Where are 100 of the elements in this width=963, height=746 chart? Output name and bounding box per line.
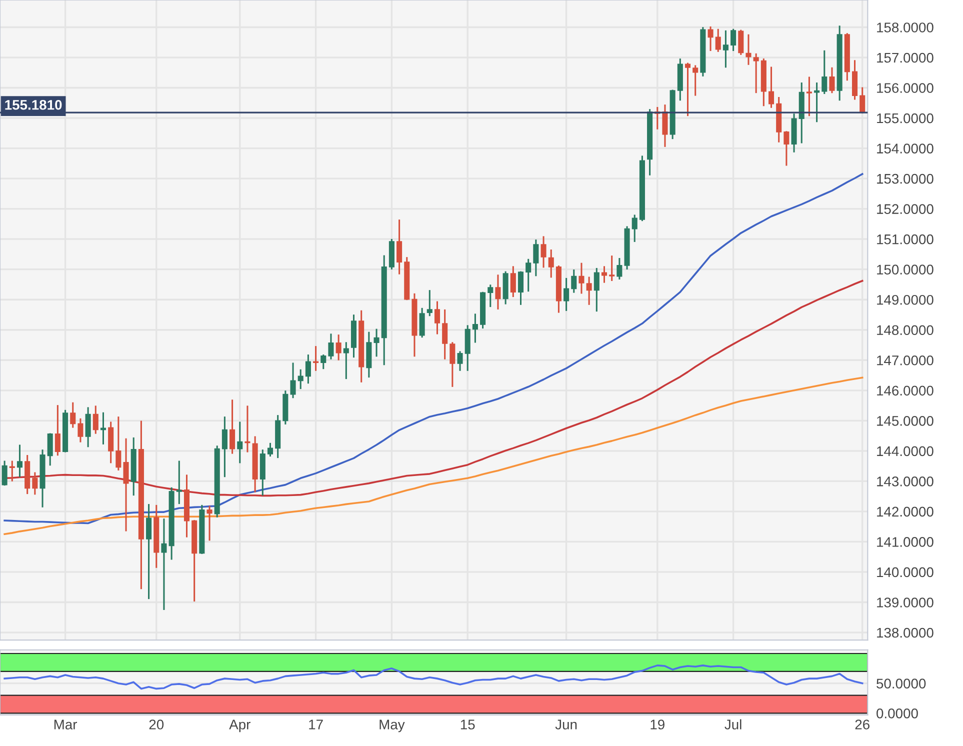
candlestick	[738, 30, 744, 55]
candlestick	[9, 460, 15, 482]
candlestick	[829, 67, 835, 94]
candlestick	[533, 240, 539, 276]
candlestick	[419, 308, 425, 338]
candlestick	[526, 258, 532, 292]
candlestick	[616, 258, 622, 280]
y-tick-label: 146.0000	[877, 386, 934, 396]
candlestick	[692, 65, 698, 96]
candlestick	[313, 346, 319, 371]
candlestick	[70, 402, 76, 428]
candlestick	[746, 34, 752, 65]
candlestick	[715, 28, 721, 52]
candlestick	[684, 62, 691, 116]
candlestick	[564, 278, 570, 311]
candlestick	[396, 220, 402, 274]
candlestick	[237, 422, 243, 464]
candlestick	[814, 82, 820, 122]
y-tick-label: 141.0000	[877, 537, 934, 547]
candlestick	[206, 506, 212, 541]
y-tick-label: 155.0000	[877, 113, 934, 124]
candlestick	[92, 406, 98, 434]
y-tick-label: 153.0000	[877, 174, 934, 184]
candlestick	[510, 266, 516, 298]
candlestick	[578, 262, 584, 294]
candlestick	[267, 442, 274, 457]
x-tick-label: 17	[309, 720, 323, 730]
y-tick-label: 50.0000	[876, 678, 926, 689]
y-tick-label: 142.0000	[877, 506, 934, 517]
candlestick	[450, 342, 456, 387]
y-tick-label: 147.0000	[877, 355, 934, 366]
y-tick-label: 0.0000	[876, 708, 918, 718]
x-tick-label: Apr	[229, 720, 250, 732]
candlestick	[336, 334, 342, 360]
x-tick-label: May	[380, 720, 405, 732]
y-tick-label: 157.0000	[877, 52, 934, 63]
candlestick	[768, 66, 774, 108]
candlestick	[442, 309, 448, 360]
candlestick	[457, 351, 463, 371]
y-tick-label: 152.0000	[877, 204, 934, 214]
candlestick	[54, 405, 60, 456]
x-tick-label: Mar	[54, 720, 78, 730]
candlestick	[586, 276, 592, 305]
x-tick-label: Jul	[724, 719, 742, 730]
candlestick	[116, 416, 122, 470]
candlestick	[222, 416, 228, 478]
candlestick	[100, 412, 106, 444]
x-tick-label: 26	[855, 720, 870, 730]
candlestick	[540, 236, 546, 268]
y-tick-label: 144.0000	[877, 446, 934, 456]
candlestick	[730, 28, 736, 51]
candlestick	[108, 422, 114, 464]
y-tick-label: 154.0000	[877, 144, 934, 154]
candlestick	[320, 354, 326, 370]
candlestick	[244, 406, 250, 452]
candlestick	[518, 271, 524, 305]
x-tick-label: Jun	[555, 720, 577, 730]
y-tick-label: 143.0000	[877, 476, 934, 486]
candlestick	[662, 104, 668, 147]
candlestick	[161, 518, 167, 610]
y-tick-label: 138.0000	[877, 628, 934, 638]
y-tick-label: 140.0000	[877, 567, 934, 578]
candlestick	[632, 214, 638, 242]
x-tick-label: 20	[149, 720, 164, 730]
y-tick-label: 145.0000	[877, 416, 934, 426]
candlestick	[47, 433, 53, 466]
candlestick	[594, 268, 600, 312]
candlestick	[708, 26, 714, 51]
candlestick	[176, 460, 182, 504]
candlestick	[374, 328, 380, 357]
y-tick-label: 150.0000	[877, 264, 934, 275]
candlestick	[609, 256, 615, 282]
candlestick	[488, 284, 494, 308]
candlestick	[495, 274, 501, 310]
y-tick-label: 158.0000	[877, 22, 934, 32]
candlestick	[434, 301, 440, 334]
candlestick	[784, 131, 790, 166]
y-tick-label: 148.0000	[877, 325, 934, 336]
candlestick	[601, 266, 608, 283]
candlestick	[32, 472, 38, 495]
x-tick-label: 15	[460, 720, 475, 730]
y-tick-label: 151.0000	[877, 234, 934, 244]
candlestick	[472, 314, 478, 343]
candlestick	[328, 334, 334, 360]
candlestick	[426, 290, 432, 316]
candlestick	[298, 369, 304, 390]
candlestick	[78, 418, 84, 442]
line-series	[4, 173, 864, 524]
candlestick	[852, 60, 858, 100]
candlestick	[146, 504, 152, 600]
candlestick	[16, 444, 23, 478]
y-tick-label: 156.0000	[877, 83, 934, 93]
candlestick	[343, 342, 349, 380]
y-tick-label: 139.0000	[877, 598, 934, 608]
candlestick	[571, 269, 577, 293]
candlestick	[290, 362, 296, 398]
candlestick	[722, 30, 728, 68]
candlestick	[230, 400, 236, 454]
candlestick	[822, 50, 828, 94]
candlestick	[806, 76, 812, 116]
